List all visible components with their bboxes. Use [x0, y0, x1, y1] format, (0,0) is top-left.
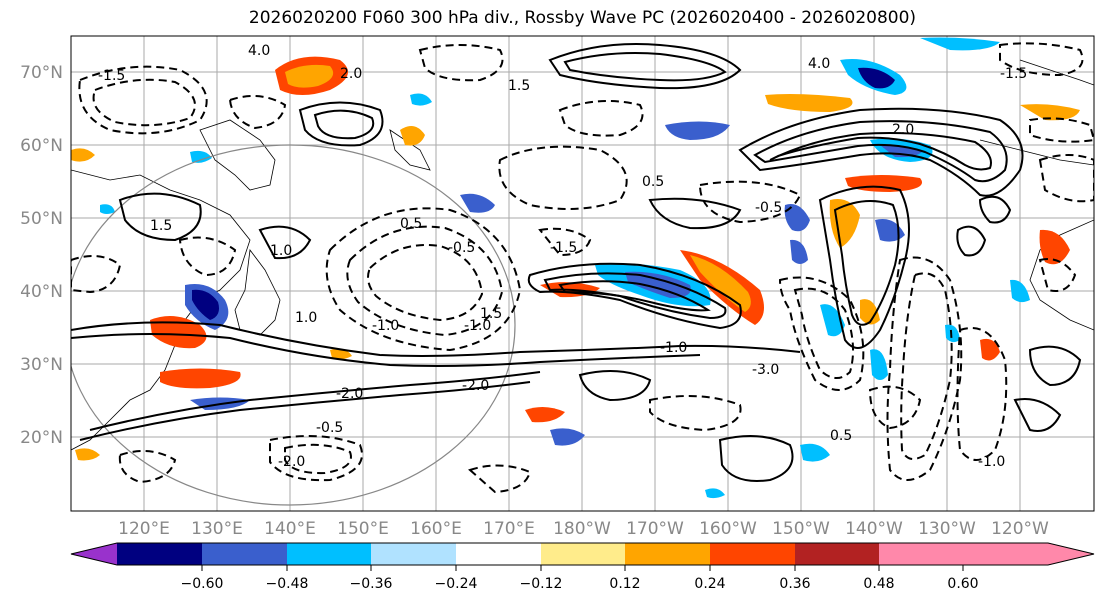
colorbar-outline [70, 542, 1095, 566]
colorbar-segment [117, 543, 202, 565]
contour-label: 4.0 [808, 56, 830, 72]
lat-label-70n: 70°N [20, 63, 63, 83]
colorbar-tick-label: −0.36 [350, 576, 393, 592]
colorbar-tick-label: 0.36 [779, 576, 810, 592]
colorbar-segment [795, 543, 879, 565]
contour-label: 0.5 [642, 174, 664, 190]
colorbar-tick-label: −0.12 [520, 576, 563, 592]
contour-label: -3.0 [752, 362, 779, 378]
contour-label: 1.5 [150, 218, 172, 234]
contour-label: -1.0 [978, 454, 1005, 470]
lon-label: 130°W [918, 519, 976, 539]
contour-label: 1.5 [508, 78, 530, 94]
colorbar-segment [710, 543, 795, 565]
lon-label: 130°E [191, 519, 243, 539]
lat-label-40n: 40°N [20, 282, 63, 302]
contour-label: 2.0 [340, 66, 362, 82]
lon-label: 170°W [626, 519, 684, 539]
contour-label: -1.5 [550, 240, 577, 256]
contour-label: 4.0 [248, 43, 270, 59]
contour-label: -2.0 [336, 386, 363, 402]
map-content: 4.0 2.0 1.5 1.0 0.5 -0.5 -1.0 1.5 2.0 -1… [71, 36, 1094, 511]
rossby-wave-circle [71, 144, 516, 506]
contour-label: -1.0 [660, 340, 687, 356]
contour-label: -1.5 [1000, 66, 1027, 82]
colorbar-segment [456, 543, 541, 565]
contour-label: -1.5 [98, 68, 125, 84]
colorbar-segment [879, 543, 963, 565]
contour-label: -2.0 [278, 454, 305, 470]
dashed-contours [71, 42, 1094, 494]
contour-label: -0.5 [755, 200, 782, 216]
colorbar-segment [371, 543, 456, 565]
colorbar: −0.60 −0.48 −0.36 −0.24 −0.12 0.12 0.24 … [70, 542, 1095, 592]
colorbar-segment [202, 543, 287, 565]
colorbar-extend-high [963, 543, 1094, 565]
solid-contours [71, 43, 1082, 482]
colorbar-tick-label: 0.24 [694, 576, 725, 592]
lat-label-50n: 50°N [20, 209, 63, 229]
lon-label: 150°E [337, 519, 389, 539]
contour-label: 1.0 [295, 310, 317, 326]
colorbar-extend-low [71, 543, 117, 565]
contour-label: 0.5 [830, 428, 852, 444]
lon-label: 120°W [991, 519, 1049, 539]
latitude-labels: 70°N 60°N 50°N 40°N 30°N 20°N [20, 63, 63, 448]
colorbar-tick-label: −0.48 [266, 576, 309, 592]
lat-label-30n: 30°N [20, 355, 63, 375]
lon-label: 170°E [483, 519, 535, 539]
colorbar-tick-label: −0.60 [181, 576, 224, 592]
lon-label: 160°E [410, 519, 462, 539]
lat-label-20n: 20°N [20, 428, 63, 448]
contour-label: 1.0 [270, 243, 292, 259]
map-frame [70, 35, 1095, 512]
contour-label: 2.0 [892, 122, 914, 138]
contour-label: -1.0 [372, 318, 399, 334]
lon-label: 120°E [118, 519, 170, 539]
colorbar-ticks: −0.60 −0.48 −0.36 −0.24 −0.12 0.12 0.24 … [181, 565, 979, 592]
longitude-labels: 120°E 130°E 140°E 150°E 160°E 170°E 180°… [118, 519, 1049, 539]
colorbar-tick-label: 0.48 [863, 576, 894, 592]
colorbar-tick-label: 0.60 [947, 576, 978, 592]
lon-label: 140°W [845, 519, 903, 539]
lon-label: 150°W [772, 519, 830, 539]
contour-label: -0.5 [316, 420, 343, 436]
colorbar-tick-label: −0.24 [435, 576, 478, 592]
colorbar-segment [541, 543, 625, 565]
contour-label: -2.0 [462, 378, 489, 394]
colorbar-tick-label: 0.12 [609, 576, 640, 592]
colorbar-segment [287, 543, 371, 565]
lon-label: 180°W [553, 519, 611, 539]
contour-label: 0.5 [400, 216, 422, 232]
lat-label-60n: 60°N [20, 136, 63, 156]
contour-label: -1.0 [464, 318, 491, 334]
lon-label: 160°W [699, 519, 757, 539]
lon-label: 140°E [264, 519, 316, 539]
contour-labels: 4.0 2.0 1.5 1.0 0.5 -0.5 -1.0 1.5 2.0 -1… [98, 43, 1027, 470]
figure-title: 2026020200 F060 300 hPa div., Rossby Wav… [248, 8, 917, 28]
contour-label: -0.5 [448, 240, 475, 256]
contour-label: 1.5 [480, 306, 502, 322]
colorbar-segment [625, 543, 710, 565]
